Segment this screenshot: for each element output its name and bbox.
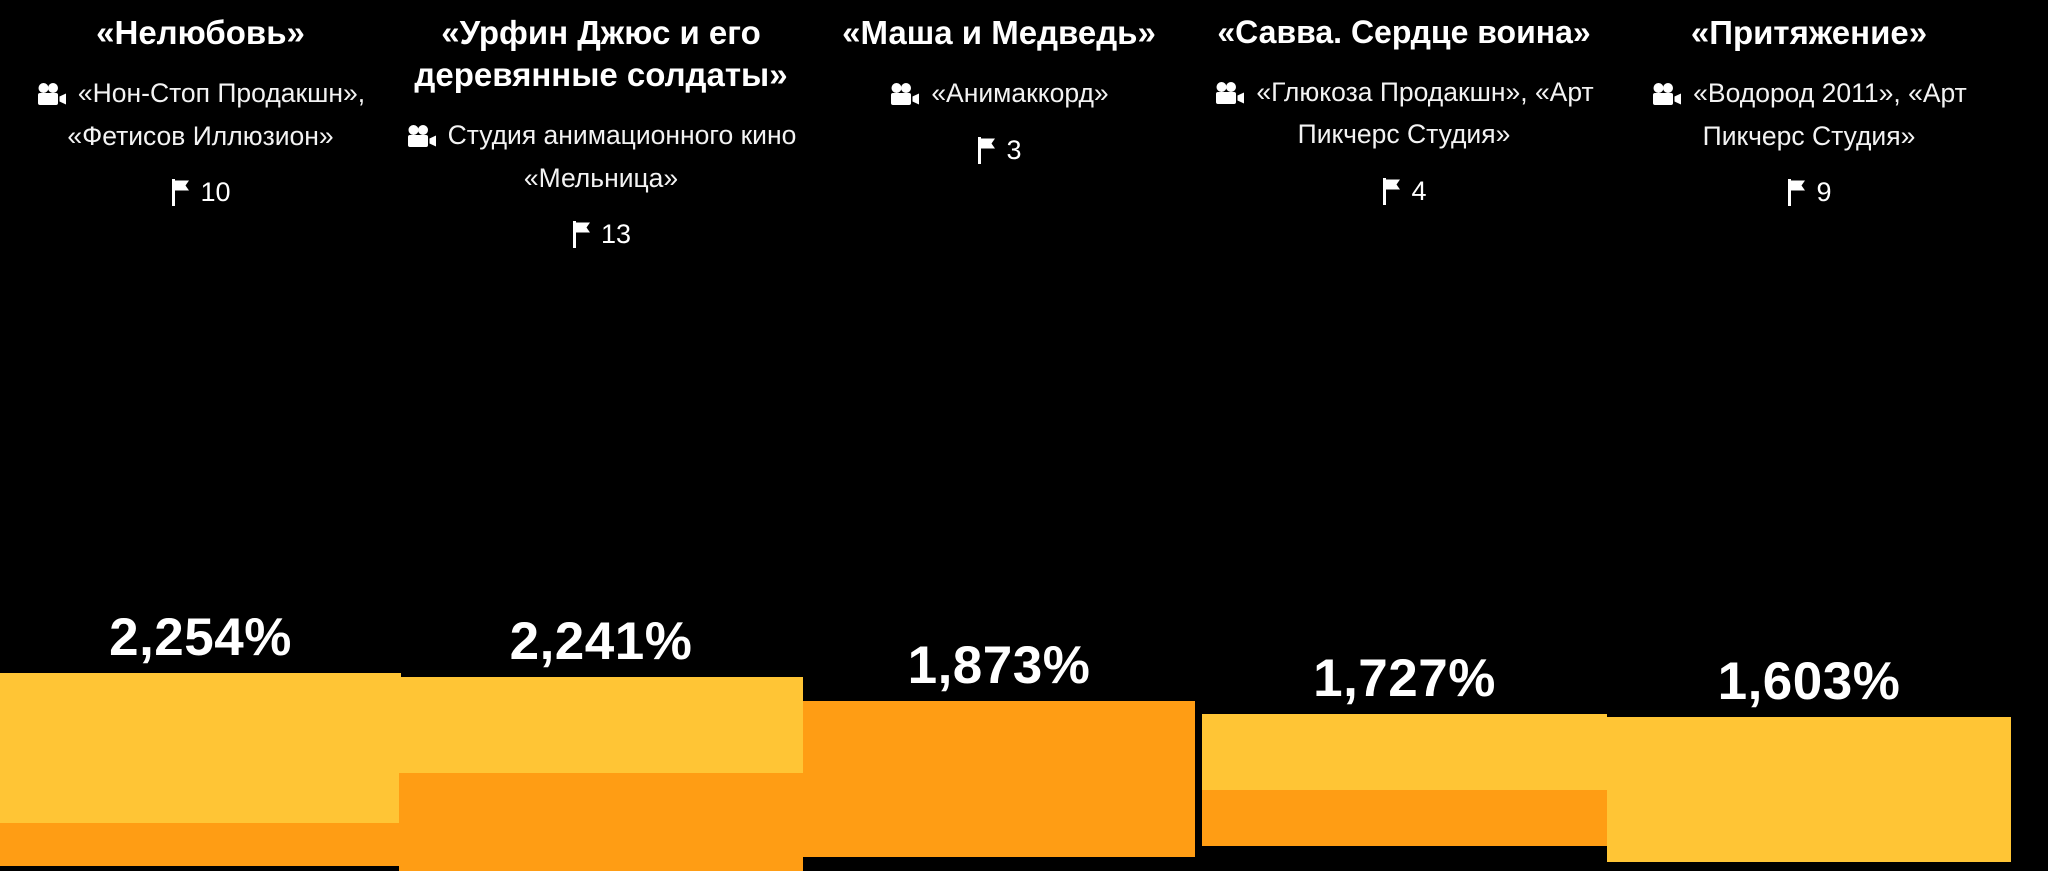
film-title: «Савва. Сердце воина» (1217, 14, 1591, 50)
film-studio-text: «Нон-Стоп Продакшн», «Фетисов Иллюзион» (67, 78, 366, 151)
bar-film-3-orange (803, 701, 1195, 857)
bar-value-label-5: 1,603% (1717, 652, 1901, 711)
film-studio: «Водород 2011», «Арт Пикчерс Студия» (1607, 72, 2011, 157)
film-flag-count: 9 (1607, 177, 2011, 208)
film-title: «Маша и Медведь» (842, 14, 1156, 51)
bar-film-2-orange (399, 773, 803, 871)
film-studio: «Нон-Стоп Продакшн», «Фетисов Иллюзион» (0, 72, 401, 157)
film-studio-text: «Водород 2011», «Арт Пикчерс Студия» (1693, 78, 1967, 151)
film-flag-count: 13 (399, 219, 803, 250)
flag-count-value: 9 (1816, 177, 1832, 208)
film-studio: «Глюкоза Продакшн», «Арт Пикчерс Студия» (1196, 71, 1612, 156)
film-flag-count: 4 (1196, 176, 1612, 207)
film-column-2: «Урфин Джюс и его деревянные солдаты» Ст… (399, 12, 803, 250)
bar-film-4-yellow (1202, 714, 1607, 790)
film-studio-text: «Глюкоза Продакшн», «Арт Пикчерс Студия» (1256, 76, 1594, 150)
bar-value-label-1: 2,254% (109, 608, 292, 667)
film-studio-text: Студия анимационного кино «Мельница» (447, 120, 797, 193)
movie-camera-icon (1651, 83, 1682, 106)
film-column-1: «Нелюбовь» «Нон-Стоп Продакшн», «Фетисов… (0, 12, 401, 208)
bar-value-label-4: 1,727% (1313, 649, 1496, 708)
flag-icon (1786, 179, 1806, 207)
film-flag-count: 3 (803, 135, 1195, 166)
film-studio-text: «Анимаккорд» (931, 78, 1109, 109)
flag-count-value: 13 (600, 219, 632, 250)
bar-film-5-yellow (1607, 717, 2011, 862)
flag-icon (1381, 177, 1401, 205)
flag-count-value: 3 (1006, 134, 1022, 165)
movie-camera-icon (1214, 81, 1245, 105)
film-column-4: «Савва. Сердце воина» «Глюкоза Продакшн»… (1196, 12, 1612, 207)
film-column-5: «Притяжение» «Водород 2011», «Арт Пикчер… (1607, 12, 2011, 208)
film-title: «Нелюбовь» (96, 14, 305, 51)
film-title: «Притяжение» (1690, 14, 1928, 51)
film-column-3: «Маша и Медведь» «Анимаккорд» 3 (803, 12, 1195, 166)
flag-count-value: 4 (1411, 175, 1427, 206)
movie-camera-icon (889, 83, 920, 106)
bar-value-label-3: 1,873% (907, 636, 1091, 695)
film-studio: Студия анимационного кино «Мельница» (399, 114, 803, 199)
movie-camera-icon (36, 83, 67, 106)
flag-icon (571, 221, 591, 249)
movie-camera-icon (406, 125, 437, 148)
flag-icon (170, 179, 190, 207)
bar-film-4-orange (1202, 790, 1607, 846)
bar-value-label-2: 2,241% (509, 612, 693, 671)
bar-film-1-orange (0, 823, 401, 866)
bar-film-1-yellow (0, 673, 401, 823)
flag-count-value: 10 (200, 177, 231, 208)
flag-icon (976, 136, 996, 164)
film-flag-count: 10 (0, 177, 401, 208)
film-title: «Урфин Джюс и его деревянные солдаты» (414, 14, 788, 94)
bar-film-2-yellow (399, 677, 803, 773)
film-studio: «Анимаккорд» (803, 72, 1195, 114)
